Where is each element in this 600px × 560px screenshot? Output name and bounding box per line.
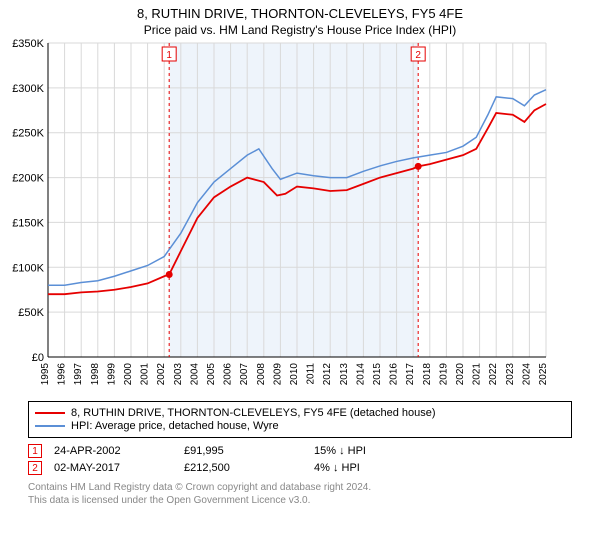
marker-badge: 2 (28, 461, 42, 475)
footer-line: Contains HM Land Registry data © Crown c… (28, 481, 572, 494)
svg-text:1999: 1999 (106, 363, 117, 386)
footer-line: This data is licensed under the Open Gov… (28, 494, 572, 507)
chart-title: 8, RUTHIN DRIVE, THORNTON-CLEVELEYS, FY5… (0, 0, 600, 21)
svg-text:1996: 1996 (57, 363, 68, 386)
svg-text:£250K: £250K (12, 128, 44, 140)
marker-date: 24-APR-2002 (54, 445, 184, 457)
marker-price: £91,995 (184, 445, 314, 457)
svg-text:1: 1 (166, 50, 172, 61)
svg-text:2009: 2009 (272, 363, 283, 386)
svg-text:2006: 2006 (223, 363, 234, 386)
svg-text:2023: 2023 (505, 363, 516, 386)
legend-swatch (35, 412, 65, 414)
svg-text:2004: 2004 (189, 363, 200, 386)
svg-text:1995: 1995 (40, 363, 51, 386)
marker-row: 1 24-APR-2002 £91,995 15% ↓ HPI (28, 444, 572, 458)
svg-text:2010: 2010 (289, 363, 300, 386)
svg-text:£350K: £350K (12, 38, 44, 50)
svg-text:2013: 2013 (339, 363, 350, 386)
svg-text:£50K: £50K (18, 307, 44, 319)
marker-row: 2 02-MAY-2017 £212,500 4% ↓ HPI (28, 461, 572, 475)
footer: Contains HM Land Registry data © Crown c… (28, 481, 572, 507)
legend: 8, RUTHIN DRIVE, THORNTON-CLEVELEYS, FY5… (28, 401, 572, 438)
svg-text:£150K: £150K (12, 217, 44, 229)
svg-text:2020: 2020 (455, 363, 466, 386)
svg-text:2012: 2012 (322, 363, 333, 386)
legend-row: HPI: Average price, detached house, Wyre (35, 420, 565, 432)
svg-text:1997: 1997 (73, 363, 84, 386)
svg-text:£200K: £200K (12, 173, 44, 185)
svg-text:2: 2 (415, 50, 421, 61)
svg-text:2003: 2003 (173, 363, 184, 386)
svg-text:£0: £0 (32, 352, 44, 364)
svg-text:2021: 2021 (472, 363, 483, 386)
svg-text:1998: 1998 (90, 363, 101, 386)
svg-text:2000: 2000 (123, 363, 134, 386)
sale-markers-table: 1 24-APR-2002 £91,995 15% ↓ HPI 2 02-MAY… (28, 444, 572, 475)
marker-price: £212,500 (184, 462, 314, 474)
svg-text:2002: 2002 (156, 363, 167, 386)
svg-text:2025: 2025 (538, 363, 549, 386)
svg-text:2005: 2005 (206, 363, 217, 386)
svg-text:2011: 2011 (306, 363, 317, 385)
legend-label: 8, RUTHIN DRIVE, THORNTON-CLEVELEYS, FY5… (71, 407, 436, 419)
legend-label: HPI: Average price, detached house, Wyre (71, 420, 279, 432)
svg-text:2014: 2014 (355, 363, 366, 386)
marker-badge: 1 (28, 444, 42, 458)
svg-text:2022: 2022 (488, 363, 499, 386)
legend-swatch (35, 425, 65, 427)
svg-text:2016: 2016 (389, 363, 400, 386)
svg-text:2007: 2007 (239, 363, 250, 386)
legend-row: 8, RUTHIN DRIVE, THORNTON-CLEVELEYS, FY5… (35, 407, 565, 419)
svg-text:2018: 2018 (422, 363, 433, 386)
marker-delta: 15% ↓ HPI (314, 445, 444, 457)
svg-text:2019: 2019 (438, 363, 449, 386)
svg-text:2008: 2008 (256, 363, 267, 386)
svg-text:2015: 2015 (372, 363, 383, 386)
svg-text:2024: 2024 (521, 363, 532, 386)
svg-text:£100K: £100K (12, 262, 44, 274)
marker-delta: 4% ↓ HPI (314, 462, 444, 474)
price-chart: £0 £50K £100K £150K £200K £250K £300K £350K 1995… (0, 37, 556, 397)
svg-text:2001: 2001 (140, 363, 151, 386)
chart-subtitle: Price paid vs. HM Land Registry's House … (0, 21, 600, 37)
marker-date: 02-MAY-2017 (54, 462, 184, 474)
svg-text:2017: 2017 (405, 363, 416, 386)
svg-text:£300K: £300K (12, 83, 44, 95)
